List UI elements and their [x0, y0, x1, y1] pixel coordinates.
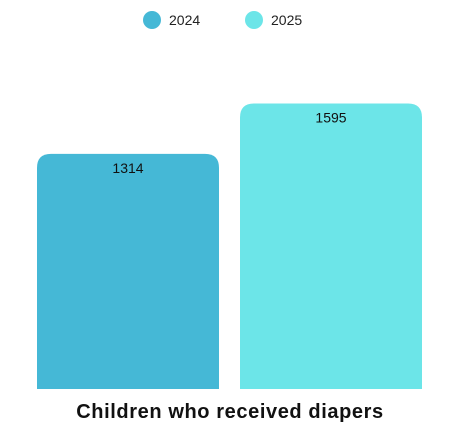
x-axis-label: Children who received diapers — [76, 401, 384, 423]
legend-label-2025: 2025 — [271, 12, 302, 28]
data-label-2025: 1595 — [315, 110, 346, 126]
legend-label-2024: 2024 — [169, 12, 200, 28]
data-labels: 1314 1595 — [112, 110, 346, 176]
legend-item-2025[interactable]: 2025 — [245, 11, 302, 29]
data-label-2024: 1314 — [112, 160, 143, 176]
legend-item-2024[interactable]: 2024 — [143, 11, 200, 29]
bars — [37, 103, 422, 390]
bar-2024[interactable] — [37, 153, 219, 389]
bar-2025[interactable] — [240, 103, 422, 390]
legend-marker-2025 — [245, 11, 263, 29]
legend: 2024 2025 — [143, 11, 302, 29]
legend-marker-2024 — [143, 11, 161, 29]
